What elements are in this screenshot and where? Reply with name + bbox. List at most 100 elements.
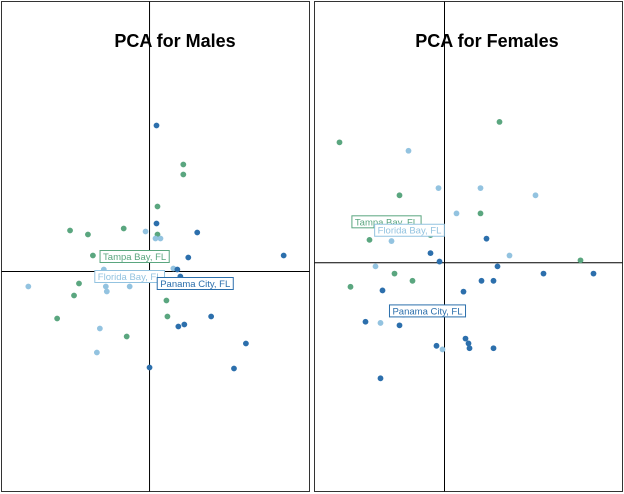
females-point-panama-city (590, 270, 597, 277)
males-point-tampa-bay (180, 161, 187, 168)
females-point-florida-bay (377, 320, 384, 326)
males-label-text: Tampa Bay, FL (103, 252, 166, 263)
females-point-panama-city (362, 318, 369, 325)
males-label-tampa-bay: Tampa Bay, FL (99, 250, 170, 263)
females-label-text: Florida Bay, FL (378, 226, 442, 237)
females-point-panama-city (494, 263, 501, 270)
males-point-panama-city (146, 364, 153, 371)
males-point-florida-bay (96, 325, 103, 332)
females-point-tampa-bay (347, 283, 354, 290)
males-label-box (156, 277, 234, 290)
females-point-tampa-bay (396, 192, 403, 199)
males-point-tampa-bay (54, 315, 61, 322)
females-point-tampa-bay (577, 257, 584, 264)
males-point-florida-bay (152, 235, 159, 242)
females-point-panama-city (540, 270, 547, 277)
females-point-florida-bay (372, 263, 379, 270)
females-point-tampa-bay (366, 236, 373, 243)
females-point-florida-bay (439, 346, 446, 353)
females-label-text: Tampa Bay, FL (355, 217, 418, 228)
males-point-florida-bay (157, 235, 164, 242)
females-point-panama-city (465, 340, 472, 347)
males-point-panama-city (280, 252, 287, 259)
females-point-panama-city (483, 235, 490, 242)
females-point-panama-city (478, 277, 485, 284)
females-point-panama-city (433, 342, 440, 349)
females-point-panama-city (377, 375, 384, 382)
males-point-tampa-bay (90, 252, 96, 259)
males-plot-frame (1, 1, 310, 492)
females-point-florida-bay (477, 185, 484, 192)
males-label-text: Panama City, FL (160, 279, 230, 290)
females-point-panama-city (462, 335, 469, 342)
females-point-florida-bay (532, 192, 539, 199)
males-point-florida-bay (126, 283, 133, 290)
males-point-panama-city (153, 220, 160, 227)
females-point-panama-city (490, 277, 497, 284)
females-label-text: Panama City, FL (392, 306, 462, 317)
males-point-panama-city (175, 323, 182, 330)
females-label-box (374, 223, 445, 237)
females-point-panama-city (436, 258, 443, 265)
males-point-tampa-bay (76, 280, 82, 287)
males-label-box (99, 250, 170, 263)
males-point-panama-city (208, 313, 215, 320)
males-label-florida-bay: Florida Bay, FL (94, 270, 166, 283)
females-points (336, 118, 597, 382)
males-point-tampa-bay (67, 227, 73, 234)
males-point-tampa-bay (164, 313, 171, 320)
pca-males-panel: PCA for Males Tampa Bay, FL Florida Bay, … (1, 1, 310, 492)
males-point-tampa-bay (120, 225, 127, 232)
females-chart-title: PCA for Females (415, 31, 558, 51)
females-point-tampa-bay (409, 277, 416, 284)
males-point-florida-bay (103, 288, 110, 295)
females-point-tampa-bay (336, 139, 343, 146)
females-point-tampa-bay (496, 118, 503, 125)
males-points (25, 122, 287, 372)
males-chart-title: PCA for Males (114, 31, 235, 51)
males-point-tampa-bay (85, 231, 91, 238)
females-axes (314, 1, 623, 492)
females-plot-frame (314, 1, 623, 492)
males-point-panama-city (194, 229, 201, 236)
males-point-panama-city (181, 321, 188, 328)
males-label-text: Florida Bay, FL (98, 272, 162, 283)
females-point-florida-bay (388, 238, 395, 244)
males-point-tampa-bay (180, 171, 187, 178)
males-point-panama-city (185, 254, 192, 261)
males-axes (1, 1, 310, 492)
males-point-panama-city (174, 266, 181, 273)
males-point-florida-bay (102, 283, 109, 290)
males-point-florida-bay (25, 283, 32, 290)
females-point-panama-city (379, 287, 386, 294)
males-point-tampa-bay (123, 333, 130, 340)
females-label-box (388, 304, 467, 318)
females-point-panama-city (460, 288, 467, 295)
males-point-florida-bay (142, 228, 149, 235)
females-point-tampa-bay (477, 210, 484, 217)
females-label-panama-city: Panama City, FL (388, 304, 467, 318)
males-label-panama-city: Panama City, FL (156, 277, 234, 290)
females-point-panama-city (396, 322, 403, 329)
females-point-florida-bay (435, 185, 442, 192)
males-point-tampa-bay (71, 292, 77, 299)
males-point-florida-bay (93, 349, 100, 356)
females-point-florida-bay (405, 147, 412, 154)
females-point-panama-city (427, 250, 434, 257)
females-point-tampa-bay (391, 270, 398, 277)
males-point-tampa-bay (163, 297, 170, 304)
females-label-florida-bay: Florida Bay, FL (374, 223, 445, 237)
females-point-panama-city (466, 345, 473, 352)
males-point-panama-city (231, 365, 237, 372)
males-point-panama-city (243, 340, 249, 347)
males-label-box (94, 270, 166, 283)
males-point-tampa-bay (154, 203, 161, 210)
females-point-florida-bay (506, 252, 513, 259)
females-point-florida-bay (453, 210, 460, 217)
females-point-panama-city (490, 345, 497, 352)
males-point-panama-city (153, 122, 160, 129)
